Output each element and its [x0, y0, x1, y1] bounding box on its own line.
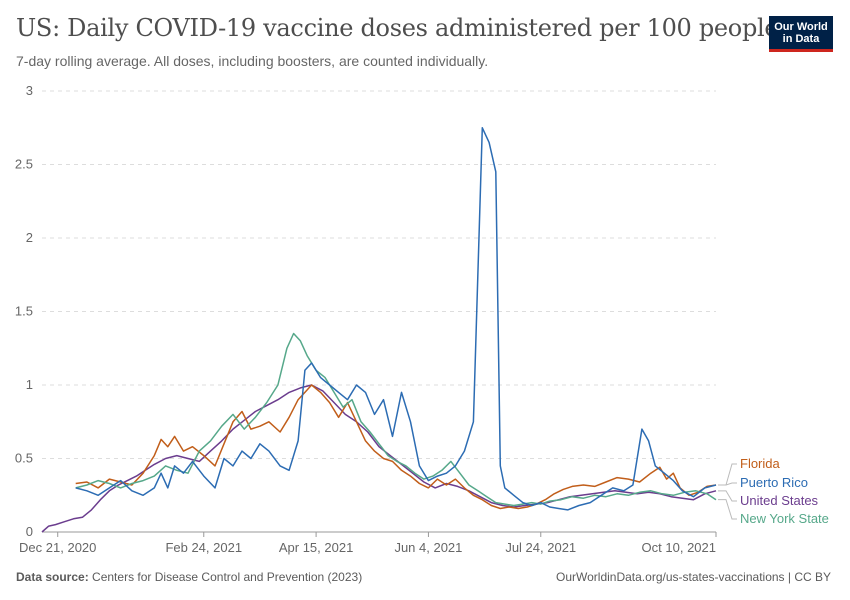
x-tick-label: Oct 10, 2021	[642, 540, 716, 555]
owid-logo[interactable]: Our World in Data	[769, 16, 833, 52]
logo-line-1: Our World	[774, 21, 828, 33]
legend-label-united-states[interactable]: United States	[740, 493, 819, 508]
source-url-link[interactable]: OurWorldinData.org/us-states-vaccination…	[556, 570, 831, 584]
legend-connector	[718, 490, 737, 502]
logo-line-2: in Data	[782, 33, 820, 45]
y-tick-label: 2.5	[15, 157, 33, 172]
legend-connector	[718, 463, 737, 486]
chart-title: US: Daily COVID-19 vaccine doses adminis…	[16, 14, 779, 42]
data-source: Data source: Centers for Disease Control…	[16, 570, 362, 584]
legend-label-new-york-state[interactable]: New York State	[740, 511, 829, 526]
data-source-text: Centers for Disease Control and Preventi…	[92, 570, 363, 584]
data-source-label: Data source:	[16, 570, 89, 584]
series-line-united-states[interactable]	[41, 384, 717, 533]
legend-label-florida[interactable]: Florida	[740, 456, 781, 471]
y-tick-label: 0.5	[15, 451, 33, 466]
y-tick-label: 2	[26, 230, 33, 245]
y-tick-label: 0	[26, 524, 33, 539]
y-tick-label: 3	[26, 83, 33, 98]
x-tick-label: Feb 24, 2021	[165, 540, 242, 555]
legend-connector	[718, 482, 737, 486]
x-axis-ticks: Dec 21, 2020 Feb 24, 2021 Apr 15, 2021 Jun …	[19, 532, 717, 555]
legend-connector	[718, 499, 737, 520]
series-line-new-york-state[interactable]	[75, 332, 717, 507]
legend-label-puerto-rico[interactable]: Puerto Rico	[740, 475, 808, 490]
x-tick-label: Jun 4, 2021	[394, 540, 462, 555]
y-axis-ticks: 0 0.5 1 1.5 2 2.5 3	[15, 83, 33, 539]
series-lines	[41, 127, 717, 533]
logo-accent-bar	[769, 49, 833, 52]
grid-lines	[42, 90, 716, 533]
x-tick-label: Dec 21, 2020	[19, 540, 96, 555]
chart-subtitle: 7-day rolling average. All doses, includ…	[16, 53, 489, 69]
series-line-florida[interactable]	[75, 384, 717, 510]
x-tick-label: Jul 24, 2021	[505, 540, 576, 555]
y-tick-label: 1.5	[15, 304, 33, 319]
series-line-puerto-rico[interactable]	[75, 127, 717, 511]
y-tick-label: 1	[26, 377, 33, 392]
legend: Florida Puerto Rico United States New York …	[718, 456, 829, 526]
x-tick-label: Apr 15, 2021	[279, 540, 353, 555]
